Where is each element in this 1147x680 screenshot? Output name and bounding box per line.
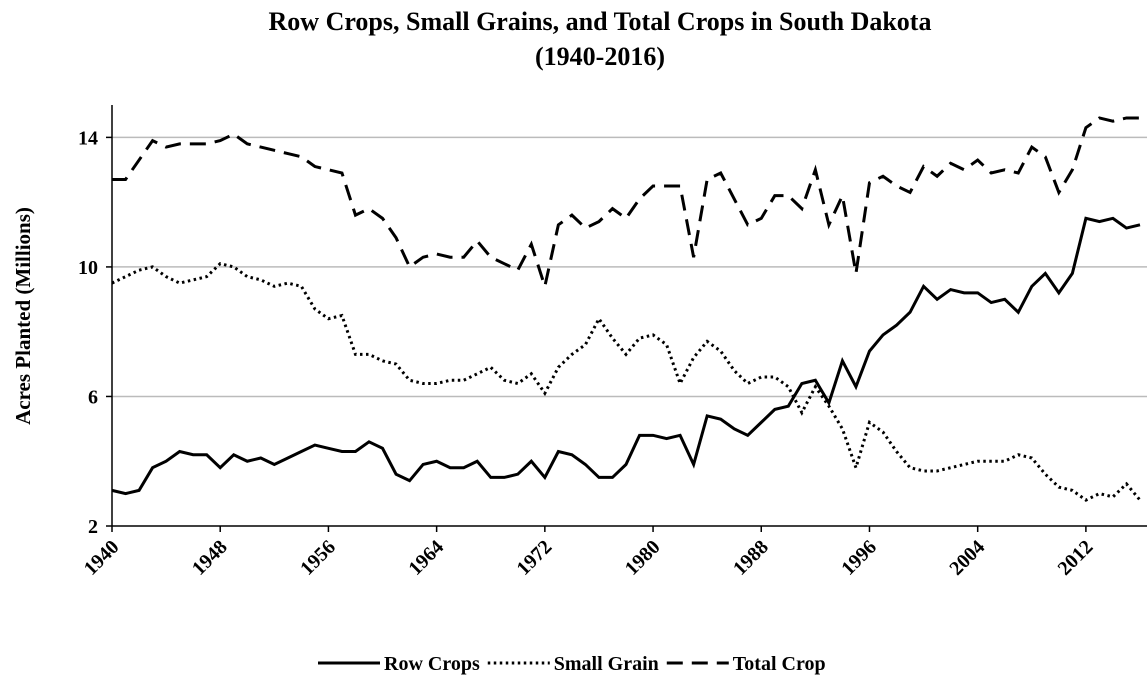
series-line xyxy=(111,262,1142,502)
x-tick-label: 1964 xyxy=(404,536,448,580)
x-tick-label: 1996 xyxy=(837,536,881,580)
chart-subtitle: (1940-2016) xyxy=(535,42,665,71)
x-tick-label: 1948 xyxy=(188,536,232,580)
x-tick-label: 2004 xyxy=(945,536,989,580)
y-tick-label: 6 xyxy=(88,386,98,408)
chart-title: Row Crops, Small Grains, and Total Crops… xyxy=(269,7,932,36)
x-tick-label: 1956 xyxy=(296,536,340,580)
x-tick-label: 1980 xyxy=(621,536,665,580)
x-tick-label: 1940 xyxy=(80,536,124,580)
y-tick-label: 10 xyxy=(78,257,98,279)
series-line xyxy=(112,116,1140,293)
y-tick-label: 14 xyxy=(78,127,98,149)
y-axis-title: Acres Planted (Millions) xyxy=(11,207,35,425)
x-tick-label: 1988 xyxy=(729,536,773,580)
legend-label: Total Crop xyxy=(733,653,826,675)
x-tick-label: 1972 xyxy=(513,536,557,580)
y-tick-label: 2 xyxy=(88,516,98,538)
legend-label: Small Grain xyxy=(554,653,659,675)
series-line xyxy=(111,216,1141,496)
x-tick-label: 2012 xyxy=(1054,536,1098,580)
legend-label: Row Crops xyxy=(384,653,480,675)
